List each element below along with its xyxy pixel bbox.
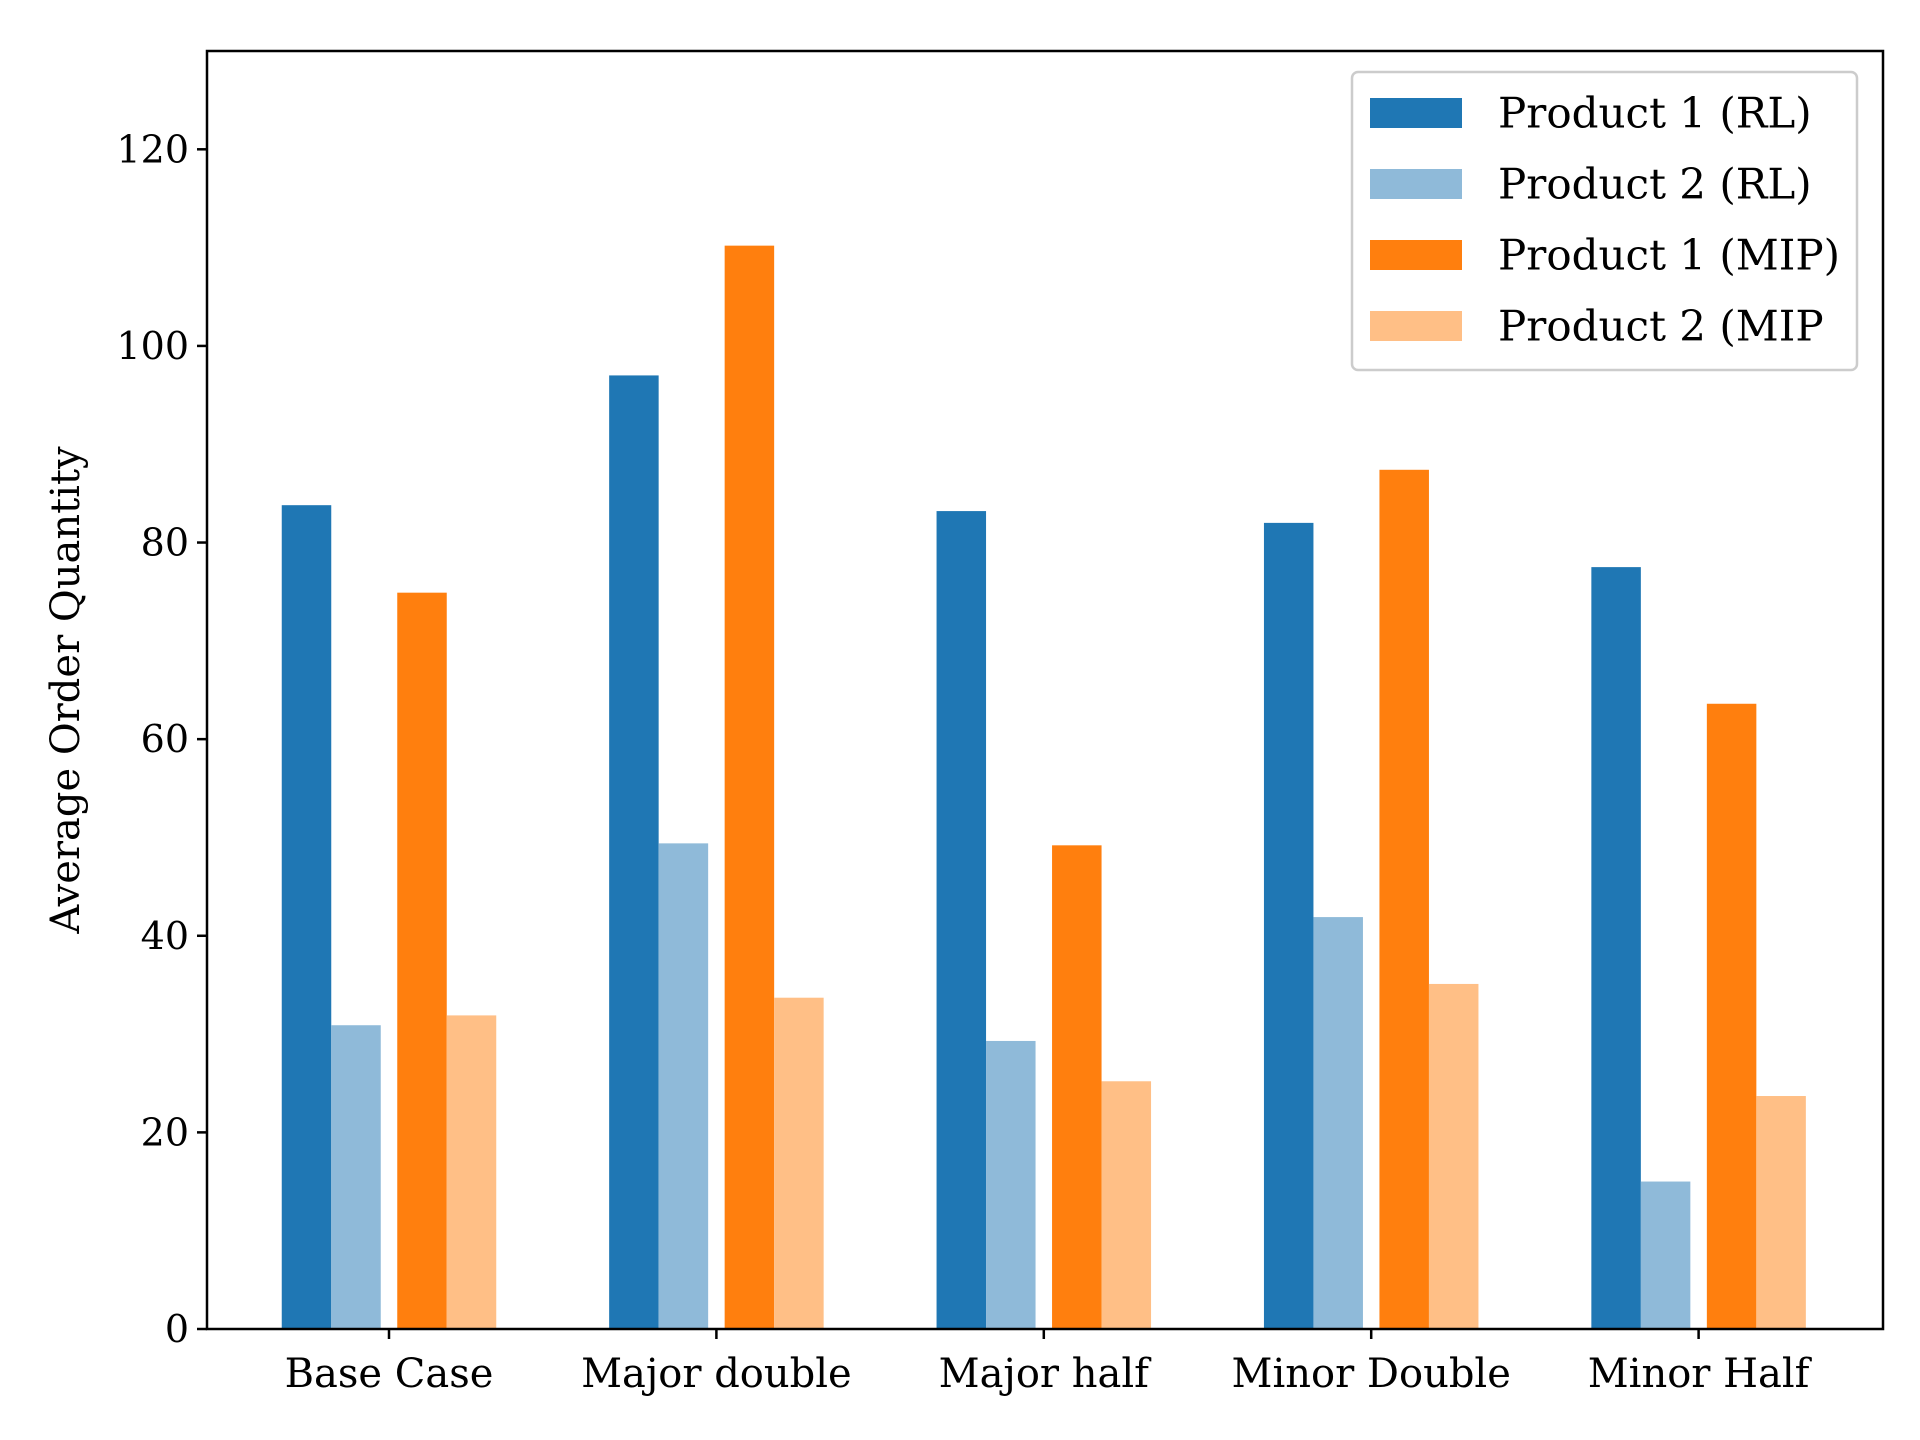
y-tick-label: 60: [141, 717, 189, 761]
y-tick-label: 100: [116, 324, 189, 368]
legend-label-2: Product 2 (RL): [1498, 160, 1812, 209]
bar-2-minor-double: [1313, 917, 1363, 1329]
y-tick-label: 0: [165, 1307, 189, 1351]
x-tick-label: Base Case: [285, 1351, 494, 1397]
bar-1-minor-half: [1591, 567, 1641, 1329]
bar-3-major-double: [724, 245, 775, 1330]
bar-1-minor-double: [1263, 522, 1314, 1329]
legend: Product 1 (RL) Product 2 (RL) Product 1 (M…: [1350, 70, 1859, 372]
y-tick-label: 120: [116, 127, 189, 171]
y-tick-label: 40: [141, 914, 189, 958]
legend-swatch-2: [1370, 169, 1462, 199]
bars-layer: [281, 245, 1806, 1330]
bar-3-minor-half: [1706, 703, 1757, 1329]
bar-1-major-double: [609, 375, 659, 1329]
y-tick-label: 20: [141, 1110, 189, 1154]
y-axis-label: Average Order Quantity: [43, 446, 89, 935]
bar-3-minor-double: [1379, 469, 1429, 1329]
legend-label-3: Product 1 (MIP): [1498, 231, 1840, 280]
y-tick-label: 80: [141, 521, 189, 565]
legend-label-1: Product 1 (RL): [1498, 89, 1812, 138]
bar-4-minor-half: [1756, 1096, 1806, 1329]
bar-1-major-half: [936, 511, 987, 1330]
bar-4-base-case: [446, 1015, 497, 1329]
bar-1-base-case: [281, 505, 332, 1330]
y-axis: 0 20 40 60 80 100 120: [116, 127, 207, 1351]
legend-swatch-1: [1370, 98, 1462, 128]
legend-label-4: Product 2 (MIP: [1498, 302, 1824, 351]
x-tick-label: Major double: [581, 1351, 852, 1397]
bar-2-base-case: [331, 1025, 381, 1329]
bar-2-major-double: [658, 843, 709, 1329]
bar-2-minor-half: [1640, 1181, 1691, 1329]
x-axis: Base Case Major double Major half Minor Dou…: [285, 1329, 1813, 1397]
bar-4-major-half: [1101, 1081, 1152, 1329]
bar-4-minor-double: [1428, 983, 1479, 1329]
x-tick-label: Minor Double: [1231, 1351, 1510, 1397]
legend-swatch-3: [1370, 240, 1462, 270]
legend-swatch-4: [1370, 311, 1462, 341]
bar-3-base-case: [397, 592, 447, 1329]
bar-2-major-half: [986, 1040, 1036, 1329]
bar-3-major-half: [1052, 845, 1102, 1329]
bar-4-major-double: [774, 997, 824, 1329]
x-tick-label: Major half: [939, 1351, 1153, 1397]
x-tick-label: Minor Half: [1588, 1351, 1813, 1397]
legend-frame: [1350, 70, 1859, 372]
